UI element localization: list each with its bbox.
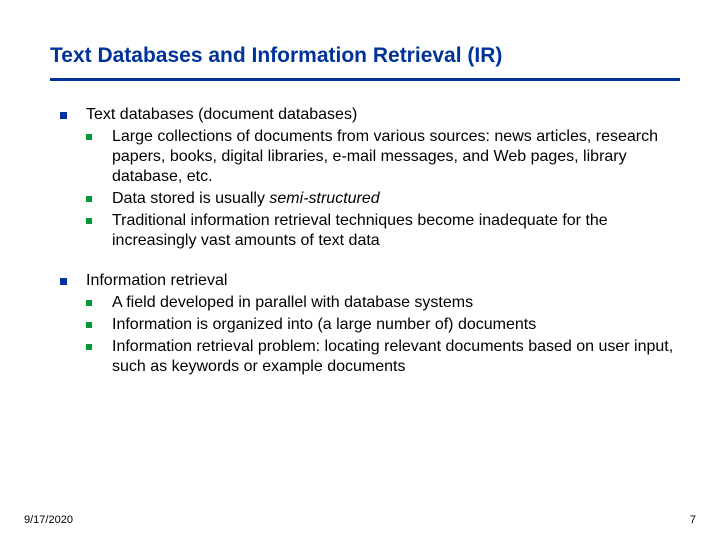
list-item: Large collections of documents from vari… [86, 127, 680, 187]
list-text: A field developed in parallel with datab… [112, 294, 473, 311]
list-text: Information is organized into (a large n… [112, 316, 536, 333]
bullet-list-lvl2: A field developed in parallel with datab… [86, 293, 680, 377]
slide: Text Databases and Information Retrieval… [0, 0, 720, 540]
bullet-list-lvl2: Large collections of documents from vari… [86, 127, 680, 251]
square-bullet-icon [86, 300, 92, 306]
list-heading: Information retrieval [86, 272, 227, 289]
slide-content: Text databases (document databases) Larg… [0, 81, 720, 377]
footer-page-number: 7 [690, 514, 696, 526]
list-heading: Text databases (document databases) [86, 106, 357, 123]
square-bullet-icon [86, 322, 92, 328]
footer-date: 9/17/2020 [24, 514, 73, 526]
slide-title: Text Databases and Information Retrieval… [50, 44, 680, 68]
title-block: Text Databases and Information Retrieval… [0, 0, 720, 68]
list-item: A field developed in parallel with datab… [86, 293, 680, 313]
list-text: Information retrieval problem: locating … [112, 338, 673, 375]
list-item: Traditional information retrieval techni… [86, 211, 680, 251]
list-item: Text databases (document databases) Larg… [60, 105, 680, 251]
list-text: Traditional information retrieval techni… [112, 212, 608, 249]
square-bullet-icon [86, 344, 92, 350]
list-text: Large collections of documents from vari… [112, 128, 658, 185]
list-item: Information retrieval problem: locating … [86, 337, 680, 377]
list-item: Data stored is usually semi-structured [86, 189, 680, 209]
square-bullet-icon [86, 134, 92, 140]
bullet-list-lvl1: Text databases (document databases) Larg… [60, 105, 680, 377]
list-text: Data stored is usually semi-structured [112, 190, 380, 207]
square-bullet-icon [60, 278, 67, 285]
square-bullet-icon [86, 196, 92, 202]
list-item: Information is organized into (a large n… [86, 315, 680, 335]
list-item: Information retrieval A field developed … [60, 271, 680, 377]
square-bullet-icon [60, 112, 67, 119]
slide-footer: 9/17/2020 7 [24, 514, 696, 526]
square-bullet-icon [86, 218, 92, 224]
